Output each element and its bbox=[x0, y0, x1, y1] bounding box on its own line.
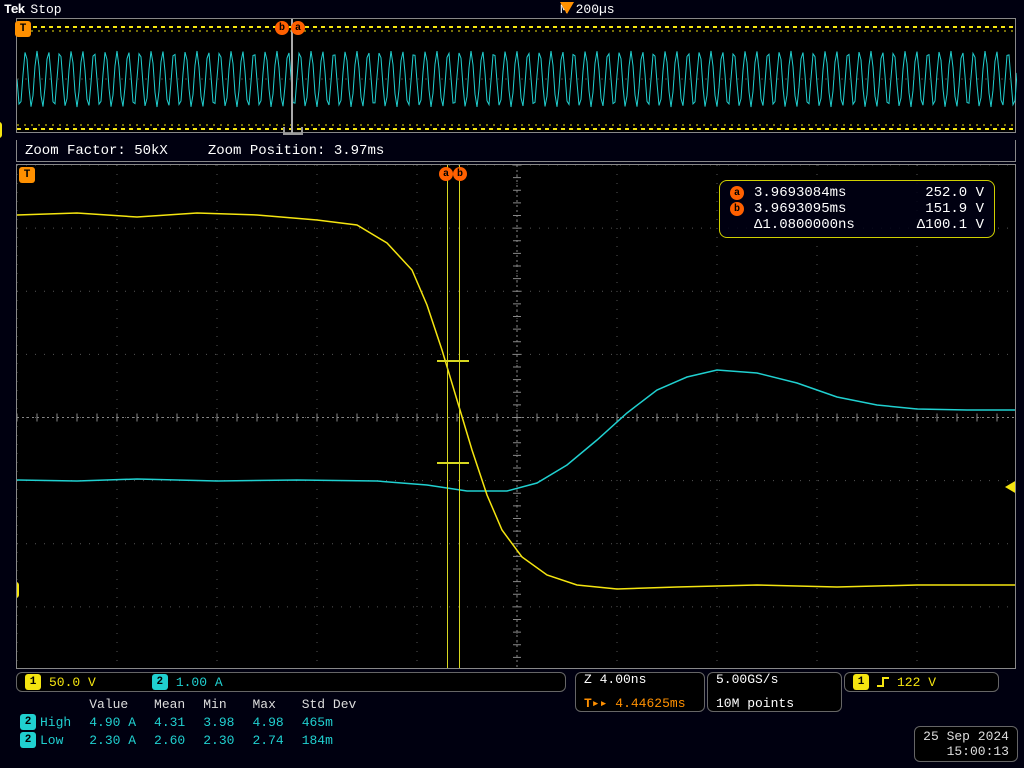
ch1-ground-marker: 1 bbox=[16, 582, 19, 598]
overview-cursor-a-icon[interactable]: a bbox=[291, 21, 305, 35]
trigger-position: 4.44625ms bbox=[615, 696, 685, 711]
meas-header: Std Dev bbox=[298, 696, 371, 713]
scope-grid bbox=[17, 165, 1016, 669]
zoom-factor: Zoom Factor: 50kX bbox=[25, 143, 168, 159]
ch2-badge: 2 bbox=[152, 674, 168, 690]
cursor-b-handle-icon[interactable]: b bbox=[453, 167, 467, 181]
cursor-readout-delta: Δ1.0800000ns Δ100.1 V bbox=[730, 217, 984, 233]
cursor-delta-v: Δ100.1 V bbox=[894, 217, 984, 233]
horizontal-pill[interactable]: Z 4.00ns T▸▸ 4.44625ms bbox=[575, 672, 705, 712]
cursor-a-handle-icon[interactable]: a bbox=[439, 167, 453, 181]
cursor-ab-handles[interactable]: a b bbox=[439, 167, 467, 181]
cursor-a-icon: a bbox=[730, 186, 744, 200]
overview-wave bbox=[17, 19, 1017, 134]
overview-strip[interactable]: T b a bbox=[16, 18, 1016, 133]
date: 25 Sep 2024 bbox=[923, 729, 1009, 744]
record-length: 10M points bbox=[716, 696, 794, 712]
meas-row: 2Low2.30 A2.602.302.74184m bbox=[16, 731, 370, 749]
cursor-readout-row-a: a 3.9693084ms 252.0 V bbox=[730, 185, 984, 201]
cursor-readout-row-b: b 3.9693095ms 151.9 V bbox=[730, 201, 984, 217]
zoom-timebase: Z 4.00ns bbox=[584, 672, 646, 688]
cursor-b-icon: b bbox=[730, 202, 744, 216]
meas-header: Max bbox=[248, 696, 297, 713]
trigger-position-marker-icon bbox=[560, 2, 574, 14]
ch1-badge: 1 bbox=[25, 674, 41, 690]
overview-trigger-marker: T bbox=[15, 21, 31, 37]
overview-ch1-marker: 1 bbox=[0, 122, 2, 138]
trigger-level-arrow-icon[interactable] bbox=[1005, 480, 1016, 494]
top-bar: Tek Stop M 200µs bbox=[0, 0, 1024, 18]
trigger-ch-badge: 1 bbox=[853, 674, 869, 690]
cursor-b-value: 151.9 V bbox=[894, 201, 984, 217]
zoom-info-bar: Zoom Factor: 50kX Zoom Position: 3.97ms bbox=[16, 140, 1016, 162]
scope-trigger-marker: T bbox=[19, 167, 35, 183]
ch2-scale: 1.00 A bbox=[176, 675, 223, 690]
cursor-b-time: 3.9693095ms bbox=[754, 201, 884, 217]
sample-rate: 5.00GS/s bbox=[716, 672, 778, 688]
meas-header: Value bbox=[85, 696, 150, 713]
measurements-table: ValueMeanMinMaxStd Dev 2High4.90 A4.313.… bbox=[16, 696, 370, 749]
meas-header: Min bbox=[199, 696, 248, 713]
trigger-pill[interactable]: 1 122 V bbox=[844, 672, 999, 692]
ch1-scale: 50.0 V bbox=[49, 675, 96, 690]
cursor-readout: a 3.9693084ms 252.0 V b 3.9693095ms 151.… bbox=[719, 180, 995, 238]
cursor-a-line[interactable] bbox=[447, 165, 448, 668]
time: 15:00:13 bbox=[923, 744, 1009, 759]
meas-row: 2High4.90 A4.313.984.98465m bbox=[16, 713, 370, 731]
cursor-b-line[interactable] bbox=[459, 165, 460, 668]
falling-edge-icon bbox=[877, 675, 889, 689]
overview-zoom-bracket-icon[interactable] bbox=[283, 127, 303, 135]
main-scope[interactable]: T a b 1 a 3.9693084ms 252.0 V b 3.969309… bbox=[16, 164, 1016, 669]
brand-logo: Tek bbox=[4, 2, 24, 17]
datetime-pill: 25 Sep 2024 15:00:13 bbox=[914, 726, 1018, 762]
cursor-delta-t: Δ1.0800000ns bbox=[754, 217, 884, 233]
overview-cursor-b-icon[interactable]: b bbox=[275, 21, 289, 35]
acquisition-status: Z 4.00ns T▸▸ 4.44625ms 5.00GS/s 10M poin… bbox=[575, 672, 999, 712]
cursor-a-value: 252.0 V bbox=[894, 185, 984, 201]
channel-scales-pill[interactable]: 1 50.0 V 2 1.00 A bbox=[16, 672, 566, 692]
trigger-level: 122 V bbox=[897, 675, 936, 690]
cursor-a-time: 3.9693084ms bbox=[754, 185, 884, 201]
trigger-T-icon: T▸▸ bbox=[584, 696, 607, 711]
sampling-pill[interactable]: 5.00GS/s 10M points bbox=[707, 672, 842, 712]
zoom-position: Zoom Position: 3.97ms bbox=[208, 143, 384, 159]
meas-header: Mean bbox=[150, 696, 199, 713]
meas-header bbox=[16, 696, 85, 713]
run-state: Stop bbox=[30, 2, 61, 17]
